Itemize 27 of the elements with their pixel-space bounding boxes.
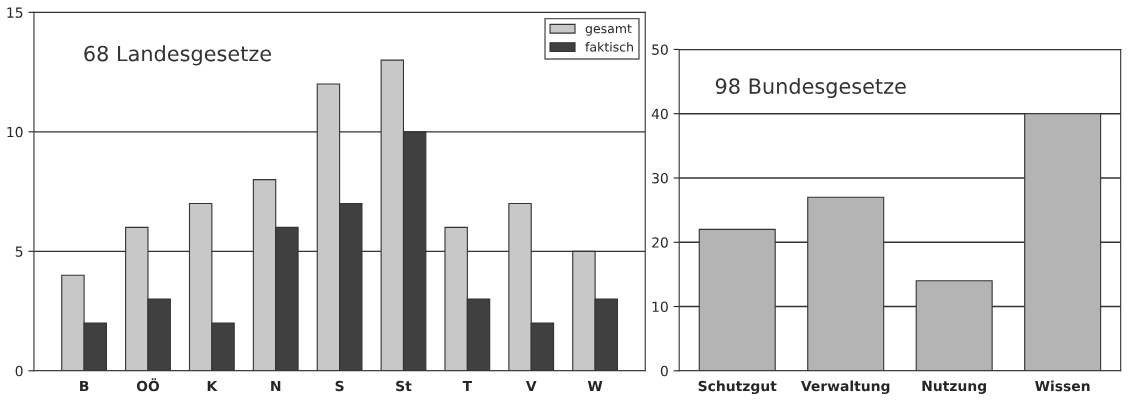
x-tick-label: T bbox=[462, 380, 473, 392]
x-tick-label: Schutzgut bbox=[698, 380, 777, 395]
y-tick-label: 5 bbox=[15, 246, 23, 257]
x-tick-label: Wissen bbox=[1035, 380, 1090, 392]
y-tick-label: 30 bbox=[652, 172, 668, 184]
y-tick-label: 0 bbox=[660, 365, 668, 377]
text: 98 Bundesgesetze bbox=[715, 77, 906, 99]
y-tick-label: 50 bbox=[652, 44, 668, 55]
x-tick-label: S bbox=[335, 380, 344, 392]
y-tick-label: 0 bbox=[15, 365, 23, 377]
y-tick-label: 15 bbox=[7, 7, 23, 18]
y-tick-label: 20 bbox=[652, 237, 668, 248]
y-tick-label: 10 bbox=[652, 301, 668, 312]
x-tick-label: W bbox=[587, 380, 603, 392]
legend-label: gesamt bbox=[585, 24, 632, 36]
x-tick-label: K bbox=[207, 380, 218, 392]
y-tick-label: 40 bbox=[651, 108, 668, 120]
x-tick-label: N bbox=[271, 380, 281, 392]
x-tick-label: B bbox=[80, 380, 89, 392]
x-tick-label: Verwaltung bbox=[800, 380, 890, 395]
x-tick-label: OÖ bbox=[136, 378, 160, 392]
legend-label: faktisch bbox=[585, 41, 633, 52]
y-tick-label: 10 bbox=[7, 126, 23, 138]
x-tick-label: Nutzung bbox=[922, 380, 986, 394]
x-tick-label: St bbox=[396, 380, 412, 392]
text: 68 Landesgesetze bbox=[84, 45, 271, 66]
x-tick-label: V bbox=[525, 380, 537, 392]
